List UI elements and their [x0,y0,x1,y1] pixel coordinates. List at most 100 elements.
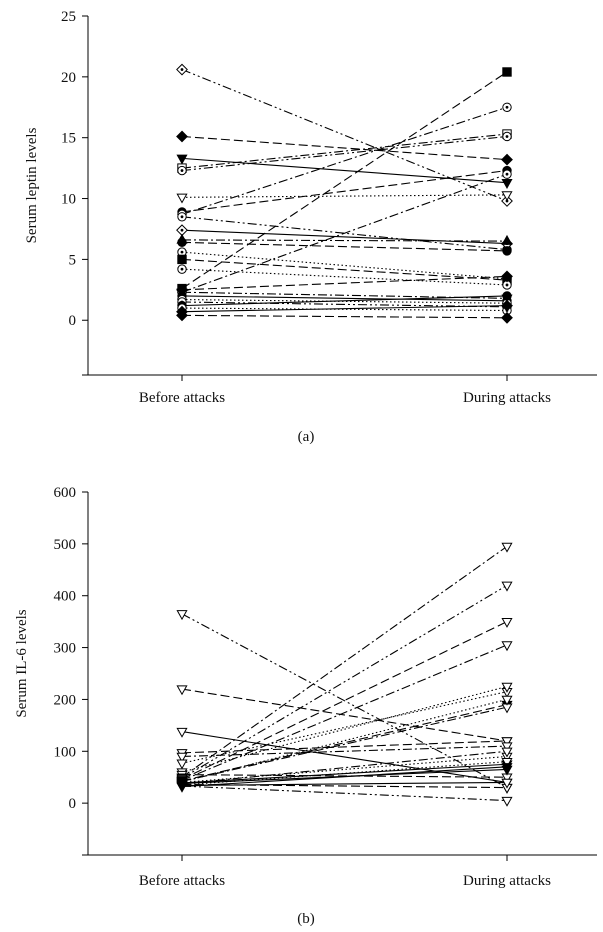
y-axis-label: Serum leptin levels [24,127,40,243]
series-line-11 [181,621,508,780]
series-line-7 [181,170,508,213]
series-line-1 [181,69,508,202]
series-line-5 [181,135,508,172]
data-point-during-11 [501,617,513,628]
y-tick-label: 200 [54,692,77,708]
data-point-during-3 [501,179,513,189]
data-point-before-14 [177,254,187,265]
leptin-chart: 0 5 10 15 20 25 Serum leptin levels Before at… [24,9,597,445]
series-line-10 [181,229,508,245]
series-line-13 [181,704,508,782]
data-point-before-1-center [180,68,184,71]
y-tick-label: 15 [61,131,76,147]
y-tick-label: 5 [69,252,77,268]
data-point-during-4 [501,737,513,748]
series-line-6 [181,194,508,198]
y-tick-label: 20 [61,70,76,86]
series-line-26 [181,314,508,319]
data-point-before-6 [176,759,188,770]
data-point-during-9 [501,542,513,553]
series-line-8 [181,106,508,215]
series-line-24 [181,766,508,788]
data-point-before-13-center [180,250,184,254]
series-line-4 [181,133,508,169]
series-line-22 [181,301,508,308]
series-markers [176,542,513,807]
data-point-during-22 [501,778,513,789]
x-tick-label-during: During attacks [463,390,551,406]
series-line-9 [181,546,508,778]
data-point-during-2 [501,153,513,166]
y-axis-ticks: 0 100 200 300 400 500 600 [54,485,597,856]
data-point-during-26 [501,311,513,324]
series-line-9 [181,216,508,251]
y-tick-label: 100 [54,744,77,760]
y-tick-label: 25 [61,9,76,25]
data-point-during-19 [501,747,513,758]
series-line-1 [181,613,508,789]
data-point-before-3 [176,154,188,165]
data-point-during-11 [501,234,513,245]
series-line-7 [181,685,508,773]
data-point-during-16 [502,67,512,77]
data-point-during-23 [502,291,512,301]
data-point-during-17-center [505,172,509,176]
x-axis-ticks [181,375,508,381]
series-lines [181,69,508,319]
data-point-before-15-center [180,267,184,271]
data-point-before-12 [177,237,187,248]
series-line-2 [181,688,508,742]
y-axis-ticks: 0 5 10 15 20 25 [61,9,597,376]
data-point-before-6 [176,193,188,204]
data-point-during-21 [501,757,513,768]
series-line-23 [181,295,508,307]
x-tick-label-during: During attacks [463,873,551,889]
data-point-during-5 [501,742,513,753]
x-tick-label-before: Before attacks [139,390,225,406]
x-tick-label-before: Before attacks [139,873,225,889]
data-point-during-12 [502,246,512,256]
panel-label: (b) [297,911,315,927]
series-line-19 [181,291,508,299]
series-line-5 [181,745,508,758]
series-line-12 [181,644,508,781]
series-line-3 [181,157,508,184]
data-point-before-1 [176,610,188,621]
y-tick-label: 300 [54,641,77,657]
y-tick-label: 400 [54,589,77,605]
panel-label: (a) [298,429,315,445]
series-line-3 [181,731,508,783]
data-point-during-8-center [505,105,509,109]
series-lines [181,546,508,802]
series-line-2 [181,135,508,161]
x-axis-ticks [181,855,508,861]
data-point-during-25 [501,299,513,312]
series-line-22 [181,781,508,787]
data-point-before-10-center [180,228,184,232]
y-tick-label: 10 [61,192,76,208]
data-point-before-3 [176,727,188,738]
data-point-during-18 [501,270,513,283]
series-line-16 [181,71,508,290]
series-line-18 [181,275,508,291]
y-axis-label: Serum IL-6 levels [14,609,30,717]
data-point-during-5-center [505,135,509,138]
data-point-before-5 [176,752,188,763]
series-line-19 [181,750,508,785]
y-tick-label: 600 [54,485,77,501]
y-tick-label: 500 [54,537,77,553]
data-point-during-23 [501,796,513,807]
data-point-during-12 [501,641,513,652]
series-line-4 [181,740,508,754]
data-point-before-26 [176,309,188,322]
y-tick-label: 0 [69,796,77,812]
data-point-before-2 [176,685,188,696]
il6-chart: 0 100 200 300 400 500 600 Serum IL-6 levels Be… [14,485,597,927]
data-point-before-2 [176,130,188,143]
series-line-17 [181,763,508,784]
data-point-during-6 [501,191,513,202]
y-tick-label: 0 [69,313,77,329]
series-line-14 [181,258,508,281]
series-line-14 [181,706,508,782]
